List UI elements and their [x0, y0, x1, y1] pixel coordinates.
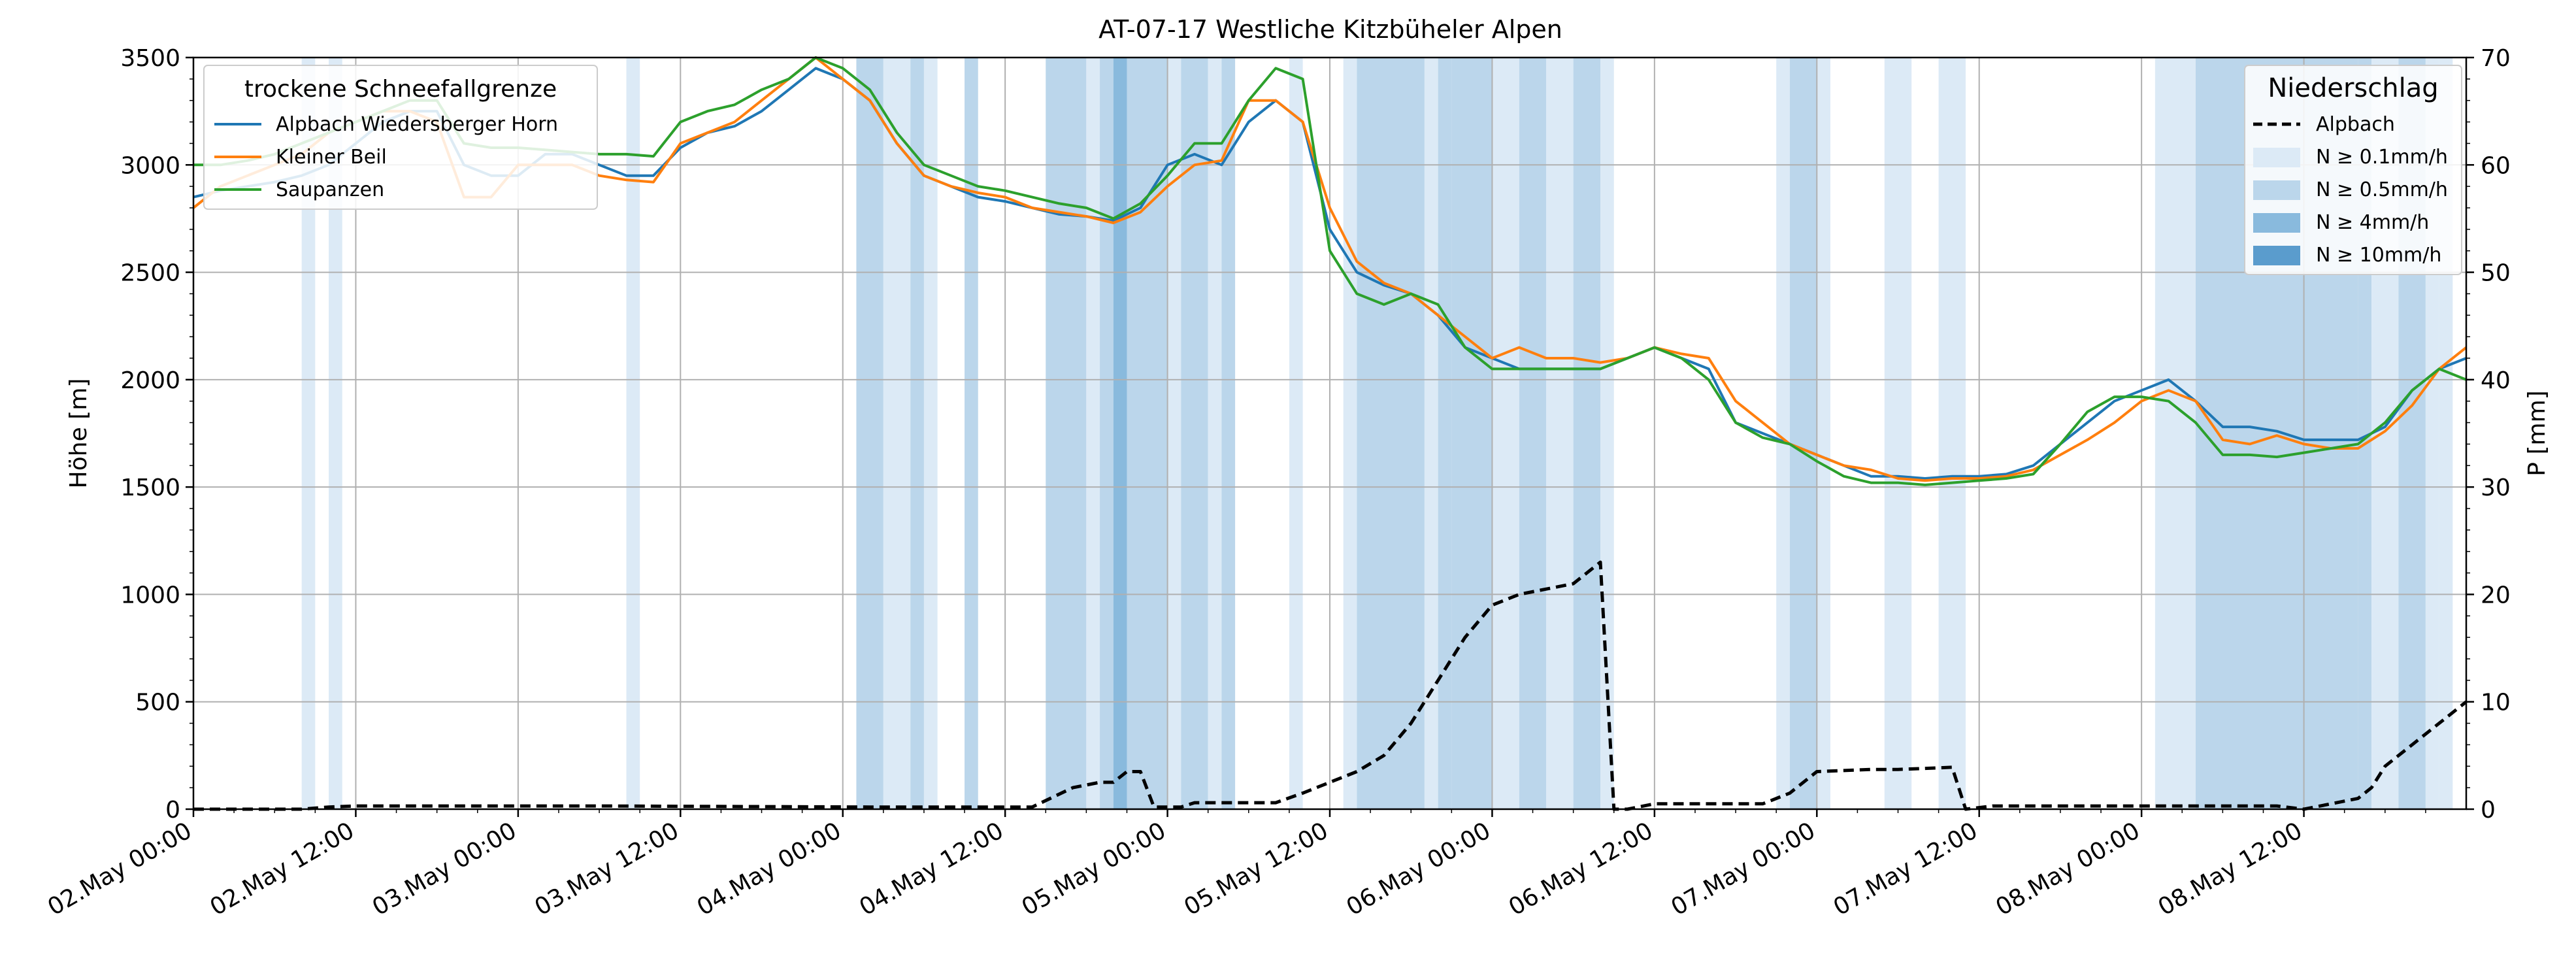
- precip-band-9: [1086, 58, 1100, 809]
- x-tick-label-9: 06.May 12:00: [1504, 817, 1657, 921]
- precip-band-27: [1600, 58, 1614, 809]
- x-tick-label-13: 08.May 12:00: [2154, 817, 2307, 921]
- y2-tick-label-7: 70: [2481, 45, 2511, 72]
- precip-band-6: [923, 58, 938, 809]
- legend-label-alpbach-wiedersberger-horn: Alpbach Wiedersberger Horn: [276, 113, 558, 136]
- y2-tick-label-4: 40: [2481, 367, 2511, 394]
- y-axis-label: Höhe [m]: [65, 378, 92, 489]
- legend-label-kleiner-beil: Kleiner Beil: [276, 146, 387, 169]
- precip-band-20: [1424, 58, 1438, 809]
- x-tick-label-0: 02.May 00:00: [43, 817, 196, 921]
- y2-tick-label-1: 10: [2481, 690, 2511, 716]
- precip-band-16: [1221, 58, 1236, 809]
- y-tick-label-1: 500: [135, 690, 180, 716]
- y2-tick-label-2: 20: [2481, 582, 2511, 609]
- precip-band-22: [1451, 58, 1493, 809]
- precip-band-23: [1492, 58, 1519, 809]
- precip-band-14: [1181, 58, 1208, 809]
- legend-swatch-n01: [2253, 148, 2300, 167]
- precip-band-17: [1289, 58, 1303, 809]
- precip-band-15: [1208, 58, 1222, 809]
- precip-band-12: [1127, 58, 1168, 809]
- precip-band-3: [856, 58, 883, 809]
- y-tick-label-3: 1500: [120, 475, 180, 501]
- precip-band-1: [329, 58, 342, 809]
- y-tick-label-5: 2500: [120, 260, 180, 287]
- precip-band-34: [2155, 58, 2196, 809]
- x-tick-label-4: 04.May 00:00: [693, 817, 846, 921]
- precip-band-5: [910, 58, 924, 809]
- precip-band-0: [301, 58, 316, 809]
- legend-label-alpbach-precip: Alpbach: [2316, 113, 2395, 136]
- legend-snow-title: trockene Schneefallgrenze: [244, 76, 557, 103]
- y-tick-label-0: 0: [165, 797, 180, 824]
- x-tick-label-5: 04.May 12:00: [855, 817, 1008, 921]
- x-tick-label-3: 03.May 12:00: [530, 817, 683, 921]
- legend-snow: trockene Schneefallgrenze Alpbach Wieder…: [203, 65, 598, 210]
- y2-axis-label: P [mm]: [2524, 390, 2551, 476]
- precip-band-31: [1884, 58, 1898, 809]
- y-tick-label-2: 1000: [120, 582, 180, 609]
- precip-band-30: [1817, 58, 1830, 809]
- x-tick-label-12: 08.May 00:00: [1991, 817, 2144, 921]
- precipitation-bands: [301, 58, 2453, 809]
- precip-band-10: [1100, 58, 1114, 809]
- series-line-3: [193, 560, 2468, 811]
- chart-title: AT-07-17 Westliche Kitzbüheler Alpen: [1098, 15, 1562, 44]
- precip-band-21: [1438, 58, 1452, 809]
- x-tick-label-2: 03.May 00:00: [368, 817, 521, 921]
- y-axis-ticks: 0 500 1000 1500 2000 2500 3000 3500: [120, 45, 193, 824]
- precip-band-8: [1046, 58, 1087, 809]
- y2-tick-label-6: 60: [2481, 152, 2511, 179]
- legend-precip-title: Niederschlag: [2268, 73, 2438, 103]
- precip-band-18: [1343, 58, 1357, 809]
- legend-label-n05: N ≥ 0.5mm/h: [2316, 178, 2448, 201]
- precip-band-32: [1898, 58, 1912, 809]
- precip-band-2: [626, 58, 640, 809]
- legend-label-n01: N ≥ 0.1mm/h: [2316, 146, 2448, 169]
- y2-tick-label-5: 50: [2481, 260, 2511, 287]
- legend-label-n10: N ≥ 10mm/h: [2316, 244, 2441, 267]
- precip-band-19: [1357, 58, 1425, 809]
- y2-axis-ticks: 0 10 20 30 40 50 60 70: [2466, 45, 2511, 824]
- y-tick-label-6: 3000: [120, 152, 180, 179]
- y-tick-label-7: 3500: [120, 45, 180, 72]
- precip-band-33: [1938, 58, 1966, 809]
- precip-band-24: [1519, 58, 1547, 809]
- legend-swatch-n05: [2253, 180, 2300, 200]
- x-axis-ticks: 02.May 00:00 02.May 12:00 03.May 00:00 03.M…: [43, 809, 2426, 921]
- x-tick-label-6: 05.May 00:00: [1017, 817, 1170, 921]
- legend-label-n4: N ≥ 4mm/h: [2316, 211, 2429, 234]
- precip-band-11: [1113, 58, 1127, 809]
- precip-band-29: [1789, 58, 1817, 809]
- precip-band-7: [965, 58, 978, 809]
- x-tick-label-7: 05.May 12:00: [1180, 817, 1332, 921]
- legend-swatch-n4: [2253, 213, 2300, 233]
- legend-label-saupanzen: Saupanzen: [276, 178, 384, 201]
- precip-band-28: [1776, 58, 1790, 809]
- legend-precip: Niederschlag Alpbach N ≥ 0.1mm/h N ≥ 0.5…: [2244, 65, 2462, 275]
- x-tick-label-1: 02.May 12:00: [206, 817, 359, 921]
- x-tick-label-10: 07.May 00:00: [1666, 817, 1819, 921]
- legend-swatch-n10: [2253, 246, 2300, 265]
- precip-band-26: [1573, 58, 1601, 809]
- x-tick-label-8: 06.May 00:00: [1342, 817, 1495, 921]
- y2-tick-label-3: 30: [2481, 475, 2511, 501]
- y2-tick-label-0: 0: [2481, 797, 2496, 824]
- precip-band-13: [1167, 58, 1181, 809]
- precip-band-25: [1546, 58, 1574, 809]
- x-tick-label-11: 07.May 12:00: [1829, 817, 1982, 921]
- precip-band-4: [883, 58, 911, 809]
- y-tick-label-4: 2000: [120, 367, 180, 394]
